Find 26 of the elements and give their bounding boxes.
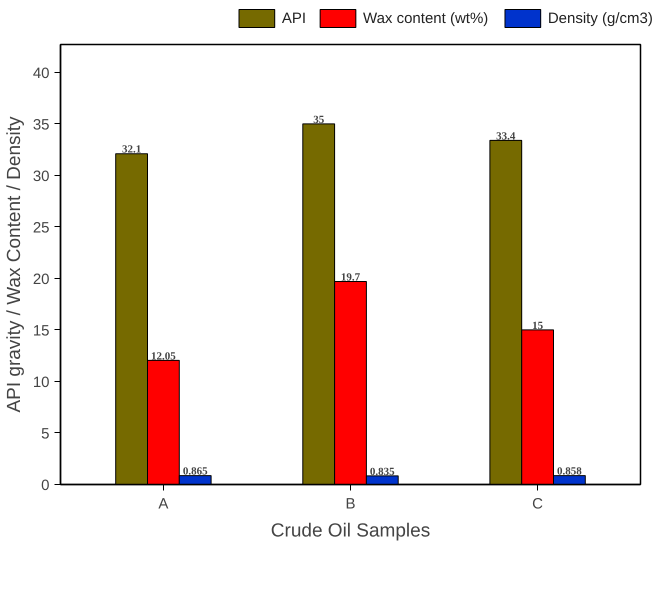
y-tick-label: 25 [32,219,50,236]
y-tick-label: 40 [32,64,50,82]
legend-label: Density (g/cm3) [548,10,653,27]
y-tick-label: 10 [32,374,50,391]
data-label: 0.858 [557,466,582,478]
y-tick-label: 35 [32,116,50,134]
x-tick-label: A [158,496,168,512]
data-label: 0.865 [182,466,208,478]
legend-label: API [282,10,306,27]
y-tick-label: 20 [32,270,50,288]
data-label: 33.4 [496,130,516,142]
data-label: 35 [313,114,325,126]
y-tick-label: 5 [41,425,50,442]
x-axis-title: Crude Oil Samples [270,520,430,542]
y-tick-label: 30 [32,168,50,185]
y-tick-label: 0 [41,477,50,494]
y-axis-title: API gravity / Wax Content / Density [4,116,25,413]
data-label: 32.1 [122,144,142,156]
data-label: 19.7 [340,272,361,284]
data-label: 12.05 [151,350,176,362]
data-label: 15 [532,320,544,332]
y-tick-label: 15 [32,322,50,340]
legend-label: Wax content (wt%) [362,10,488,27]
x-tick-label: B [346,496,356,512]
x-tick-label: C [532,496,544,512]
data-label: 0.835 [370,466,396,478]
